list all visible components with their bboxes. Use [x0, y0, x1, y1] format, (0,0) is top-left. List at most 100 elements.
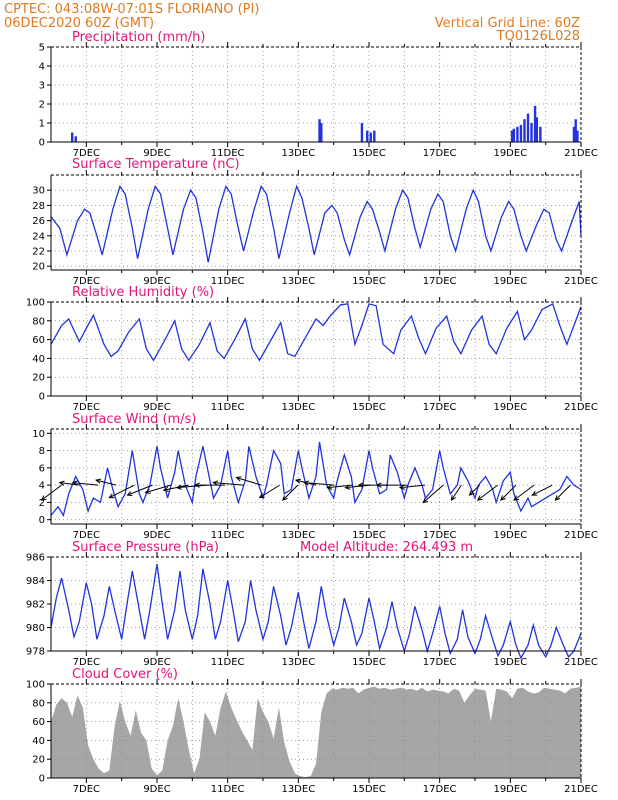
wind-arrow	[513, 484, 535, 501]
ytick-label-wind: 0	[39, 515, 45, 526]
precip-bar	[519, 124, 523, 142]
xtick-label-temp: 21DEC	[564, 276, 598, 287]
xtick-label-wind: 21DEC	[564, 530, 598, 541]
xtick-label-temp: 11DEC	[211, 276, 245, 287]
xtick-label-precip: 9DEC	[143, 148, 170, 159]
precip-bar	[366, 130, 369, 142]
wind-arrow-head	[212, 480, 219, 486]
wind-arrow-head	[344, 484, 351, 490]
header-left-line1: CPTEC: 043:08W-07:01S FLORIANO (PI)	[4, 2, 259, 17]
wind-arrow-head	[94, 478, 102, 484]
precip-bar	[572, 126, 576, 142]
wind-arrow-head	[193, 482, 200, 488]
wind-arrow-head	[162, 486, 169, 492]
panel-rh: 0 20 40 60 80 100 7DEC 9DEC 11DEC 13DEC 15DEC 17DEC…	[26, 297, 598, 413]
panel-pres: 978 980 982 984 986 7DEC 9DEC 11DEC 13DEC 15DEC 17…	[26, 552, 598, 668]
xtick-label-precip: 11DEC	[211, 148, 245, 159]
precip-bar	[360, 123, 364, 142]
ytick-label-temp: 24	[32, 231, 45, 242]
xtick-label-precip: 21DEC	[564, 148, 598, 159]
wind-arrow	[127, 484, 153, 496]
wind-arrow	[109, 484, 135, 499]
wind-arrow-head	[58, 480, 65, 486]
xtick-label-precip: 15DEC	[352, 148, 386, 159]
ytick-label-rh: 100	[26, 298, 45, 309]
ytick-label-cloud: 80	[32, 698, 45, 709]
xtick-label-wind: 11DEC	[211, 530, 245, 541]
rh-series-line	[50, 302, 582, 362]
ytick-label-precip: 0	[39, 138, 45, 149]
precip-bar	[510, 130, 514, 142]
precip-bar	[369, 132, 372, 142]
xtick-label-pres: 15DEC	[352, 657, 386, 668]
ytick-label-wind: 4	[39, 481, 45, 492]
xtick-label-temp: 17DEC	[423, 276, 457, 287]
wind-arrow-head	[40, 495, 47, 501]
wind-arrow-head	[375, 482, 382, 488]
wind-arrow-head	[422, 497, 429, 504]
precip-bar	[523, 119, 526, 142]
precip-bar	[530, 123, 533, 142]
ytick-label-temp: 20	[32, 262, 45, 273]
xtick-label-temp: 7DEC	[73, 276, 100, 287]
ytick-label-temp: 28	[32, 201, 45, 212]
wind-arrow-head	[554, 495, 561, 501]
xtick-label-pres: 17DEC	[423, 657, 457, 668]
wind-arrow	[500, 484, 517, 501]
ytick-label-wind: 8	[39, 446, 45, 457]
ytick-label-rh: 80	[32, 316, 45, 327]
ytick-label-rh: 60	[32, 335, 45, 346]
ytick-label-temp: 26	[32, 216, 45, 227]
temperature-title: Surface Temperature (nC)	[72, 157, 240, 172]
ytick-label-pres: 982	[26, 600, 45, 611]
wind-arrow-head	[235, 476, 242, 482]
wind-arrow	[399, 484, 426, 489]
panel-precip: 0 1 2 3 4 5 7DEC 9DEC 11DEC 13DEC 15DEC 17DEC 19DEC 2…	[39, 42, 598, 159]
xtick-label-cloud: 15DEC	[352, 784, 386, 795]
wind-arrow-head	[281, 495, 288, 501]
header-left-line2: 06DEC2020 60Z (GMT)	[4, 16, 154, 31]
ytick-label-precip: 3	[39, 81, 45, 92]
xtick-label-wind: 17DEC	[423, 530, 457, 541]
precip-bar	[533, 105, 537, 142]
xtick-label-rh: 15DEC	[352, 402, 386, 413]
ytick-label-wind: 6	[39, 463, 45, 474]
wind-arrow-head	[126, 491, 133, 496]
ytick-label-temp: 22	[32, 247, 45, 258]
wind-title: Surface Wind (m/s)	[72, 412, 196, 427]
xtick-label-precip: 13DEC	[281, 148, 315, 159]
xtick-label-wind: 7DEC	[73, 530, 100, 541]
ytick-label-pres: 984	[26, 576, 45, 587]
precip-bar	[539, 126, 542, 142]
ytick-label-cloud: 60	[32, 717, 45, 728]
xtick-label-wind: 15DEC	[352, 530, 386, 541]
panel-cloud: 0 20 40 60 80 100 7DEC 9DEC 11DEC 13DEC 15DEC 17DEC…	[26, 679, 598, 795]
wind-arrow-head	[326, 484, 333, 490]
wind-arrow-head	[175, 484, 182, 490]
wind-arrows	[40, 476, 571, 504]
wind-arrow-head	[294, 478, 301, 484]
ytick-label-precip: 4	[39, 62, 45, 73]
ytick-label-precip: 5	[39, 43, 45, 54]
precip-bar	[526, 113, 530, 142]
precip-bar	[512, 128, 516, 142]
pressure-model-altitude: Model Altitude: 264.493 m	[300, 540, 473, 555]
ytick-label-precip: 1	[39, 119, 45, 130]
wind-arrow	[422, 484, 444, 504]
wind-arrow-head	[531, 490, 538, 496]
xtick-label-wind: 19DEC	[493, 530, 527, 541]
precip-bar	[318, 119, 321, 142]
ytick-label-rh: 0	[39, 392, 45, 403]
wind-arrow	[145, 484, 171, 494]
ytick-label-pres: 986	[26, 553, 45, 564]
precip-bar	[373, 130, 376, 142]
precipitation-title: Precipitation (mm/h)	[72, 30, 205, 45]
wind-arrow	[304, 482, 335, 486]
wind-arrow	[469, 484, 480, 496]
xtick-label-pres: 19DEC	[493, 657, 527, 668]
xtick-label-cloud: 19DEC	[493, 784, 527, 795]
wind-arrow-head	[303, 480, 309, 486]
ytick-label-cloud: 0	[39, 774, 45, 785]
xtick-label-cloud: 9DEC	[143, 784, 170, 795]
cloud-title: Cloud Cover (%)	[72, 667, 178, 682]
